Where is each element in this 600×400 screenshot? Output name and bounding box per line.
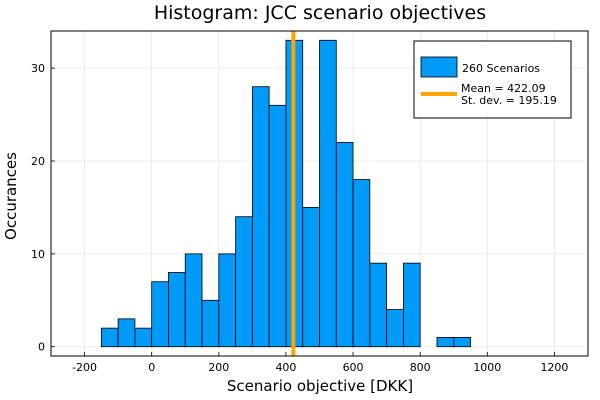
histogram-bar <box>201 299 220 348</box>
y-tick-label: 10 <box>31 248 45 261</box>
legend-swatch-scenarios <box>420 56 458 78</box>
x-tick-label: 800 <box>410 361 431 374</box>
x-axis-label: Scenario objective [DKK] <box>227 377 413 395</box>
x-tick-label: 1200 <box>540 361 568 374</box>
y-tick-label: 20 <box>31 155 45 168</box>
legend-box <box>413 40 572 119</box>
y-axis-label: Occurances <box>2 152 20 240</box>
histogram-bar <box>168 272 186 348</box>
histogram-bar <box>184 253 203 348</box>
histogram-bar <box>302 207 320 348</box>
x-tick-label: 600 <box>343 361 364 374</box>
legend-label-stdev: St. dev. = 195.19 <box>461 94 557 107</box>
y-tick-labels: 0 10 20 30 <box>31 62 55 354</box>
x-tick-label: 400 <box>275 361 296 374</box>
histogram-bar <box>117 318 136 348</box>
x-tick-label: -200 <box>72 361 97 374</box>
histogram-bar <box>251 86 270 348</box>
x-tick-label: 200 <box>208 361 229 374</box>
histogram-bar <box>335 142 354 348</box>
histogram-bar <box>352 179 371 348</box>
histogram-bar <box>268 104 287 348</box>
histogram-bar <box>403 262 421 348</box>
histogram-bar <box>218 253 236 348</box>
histogram-bar <box>134 327 153 348</box>
histogram-bar <box>436 337 455 348</box>
legend: 260 Scenarios Mean = 422.09 St. dev. = 1… <box>413 40 572 119</box>
legend-label-mean: Mean = 422.09 <box>461 82 546 95</box>
histogram-bar <box>386 309 404 348</box>
histogram-bar <box>319 39 337 348</box>
legend-label-scenarios: 260 Scenarios <box>462 62 540 75</box>
x-tick-labels: -200 0 200 400 600 800 1000 1200 <box>72 352 568 374</box>
histogram-bar <box>453 337 471 348</box>
histogram-bar <box>235 216 253 348</box>
plot-frame <box>50 30 589 357</box>
histogram-bar <box>369 262 388 348</box>
histogram-bar <box>100 327 119 348</box>
x-tick-label: 0 <box>148 361 155 374</box>
histogram-bar <box>151 281 169 348</box>
y-tick-label: 0 <box>38 341 45 354</box>
x-tick-label: 1000 <box>473 361 501 374</box>
chart-title: Histogram: JCC scenario objectives <box>154 2 486 24</box>
y-tick-label: 30 <box>31 62 45 75</box>
